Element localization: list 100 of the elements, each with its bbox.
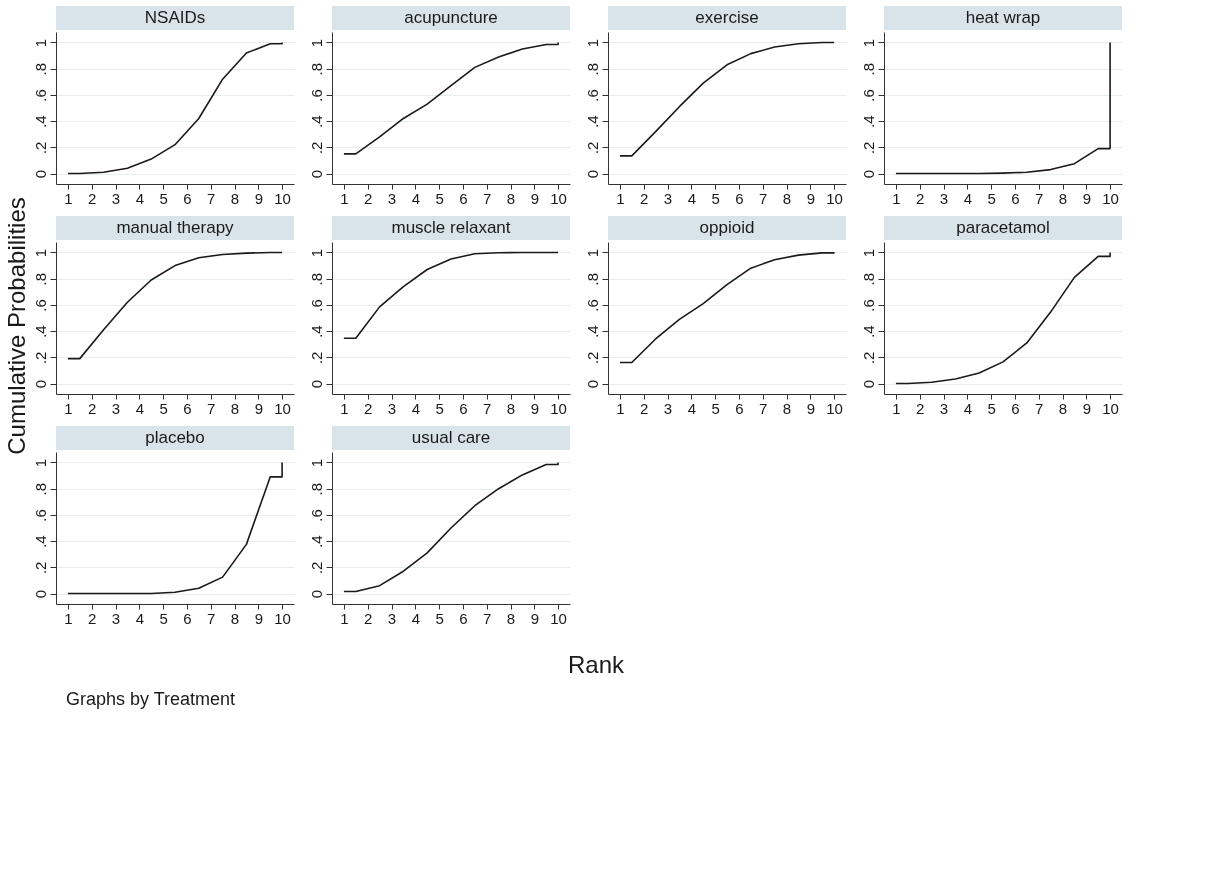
x-tick-label: 2 bbox=[640, 399, 649, 417]
line-series bbox=[895, 251, 1111, 385]
y-tick-label: .4 bbox=[307, 325, 325, 338]
x-tick-label: 8 bbox=[506, 189, 516, 207]
x-tick-label: 6 bbox=[1011, 399, 1020, 417]
text: Graphs by Treatment bbox=[66, 689, 236, 709]
x-tick-label: 5 bbox=[987, 189, 996, 207]
x-tick-label: 4 bbox=[687, 189, 696, 207]
x-tick-label: 1 bbox=[64, 609, 73, 627]
y-tick-label: .8 bbox=[583, 272, 601, 286]
x-tick-label: 10 bbox=[1102, 189, 1119, 207]
x-tick-label: 3 bbox=[111, 609, 121, 627]
x-tick-label: 10 bbox=[550, 609, 567, 627]
y-tick-label: .4 bbox=[859, 115, 877, 128]
y-tick-label: .6 bbox=[31, 89, 49, 102]
x-tick-label: 1 bbox=[616, 189, 625, 207]
y-tick-label: .2 bbox=[307, 141, 325, 155]
x-tick-label: 5 bbox=[159, 189, 168, 207]
x-tick-label: 6 bbox=[183, 609, 192, 627]
x-tick-label: 9 bbox=[1082, 399, 1091, 417]
line-series bbox=[67, 461, 283, 595]
x-tick-label: 8 bbox=[782, 399, 792, 417]
y-tick-label: 1 bbox=[31, 248, 49, 258]
y-tick-label: 1 bbox=[859, 38, 877, 48]
x-tick-label: 3 bbox=[387, 399, 397, 417]
y-tick-label: .2 bbox=[31, 561, 49, 575]
x-tick-label: 7 bbox=[207, 399, 216, 417]
x-tick-label: 1 bbox=[340, 399, 349, 417]
x-tick-label: 4 bbox=[411, 609, 420, 627]
x-tick-label: 6 bbox=[183, 399, 192, 417]
y-tick-label: 1 bbox=[583, 248, 601, 258]
x-tick-label: 10 bbox=[550, 399, 567, 417]
y-tick-label: .4 bbox=[31, 535, 49, 548]
chart-title: placebo bbox=[145, 428, 205, 447]
chart-title: exercise bbox=[695, 8, 759, 27]
line-series bbox=[343, 461, 559, 593]
y-tick-label: .4 bbox=[31, 325, 49, 338]
y-tick-label: .8 bbox=[31, 482, 49, 496]
x-tick-label: 10 bbox=[274, 609, 291, 627]
y-tick-label: 0 bbox=[31, 379, 49, 389]
x-tick-label: 1 bbox=[340, 609, 349, 627]
x-tick-label: 6 bbox=[183, 189, 192, 207]
x-tick-label: 5 bbox=[435, 399, 444, 417]
x-tick-label: 9 bbox=[530, 399, 539, 417]
x-tick-label: 10 bbox=[1102, 399, 1119, 417]
x-tick-label: 4 bbox=[411, 189, 420, 207]
x-tick-label: 2 bbox=[364, 609, 373, 627]
x-tick-label: 1 bbox=[892, 189, 901, 207]
x-tick-label: 8 bbox=[1058, 189, 1068, 207]
chart-title: paracetamol bbox=[956, 218, 1050, 237]
x-tick-label: 3 bbox=[387, 189, 397, 207]
chart-title: acupuncture bbox=[404, 8, 498, 27]
x-tick-label: 2 bbox=[916, 189, 925, 207]
y-tick-label: 0 bbox=[307, 589, 325, 599]
x-tick-label: 4 bbox=[687, 399, 696, 417]
y-tick-label: 1 bbox=[307, 458, 325, 468]
y-tick-label: 0 bbox=[307, 169, 325, 179]
y-tick-label: .6 bbox=[859, 89, 877, 102]
x-tick-label: 2 bbox=[88, 609, 97, 627]
x-tick-label: 3 bbox=[111, 399, 121, 417]
x-tick-label: 9 bbox=[254, 609, 263, 627]
y-tick-label: .4 bbox=[307, 535, 325, 548]
x-tick-label: 2 bbox=[916, 399, 925, 417]
x-tick-label: 10 bbox=[826, 189, 843, 207]
y-tick-label: .6 bbox=[307, 299, 325, 312]
y-tick-label: .8 bbox=[307, 272, 325, 286]
x-tick-label: 2 bbox=[88, 189, 97, 207]
y-tick-label: .4 bbox=[583, 115, 601, 128]
line-series bbox=[619, 41, 835, 157]
x-tick-label: 6 bbox=[459, 189, 468, 207]
y-tick-label: 1 bbox=[307, 248, 325, 258]
line-series bbox=[895, 41, 1111, 175]
chart-title: muscle relaxant bbox=[391, 218, 511, 237]
x-tick-label: 8 bbox=[506, 609, 516, 627]
x-tick-label: 8 bbox=[230, 189, 240, 207]
x-tick-label: 9 bbox=[254, 399, 263, 417]
y-tick-label: 0 bbox=[859, 169, 877, 179]
y-tick-label: .4 bbox=[859, 325, 877, 338]
y-tick-label: .6 bbox=[307, 89, 325, 102]
y-tick-label: .8 bbox=[307, 482, 325, 496]
y-tick-label: .4 bbox=[31, 115, 49, 128]
x-tick-label: 4 bbox=[135, 399, 144, 417]
y-tick-label: 0 bbox=[31, 589, 49, 599]
line-series bbox=[343, 41, 559, 155]
x-tick-label: 7 bbox=[483, 189, 492, 207]
x-tick-label: 2 bbox=[88, 399, 97, 417]
x-tick-label: 2 bbox=[640, 189, 649, 207]
y-tick-label: .8 bbox=[859, 272, 877, 286]
y-axis-title: Cumulative Probabilities bbox=[3, 197, 30, 455]
x-tick-label: 10 bbox=[826, 399, 843, 417]
chart-title: manual therapy bbox=[116, 218, 235, 237]
x-tick-label: 6 bbox=[459, 609, 468, 627]
x-tick-label: 7 bbox=[207, 189, 216, 207]
y-tick-label: .6 bbox=[307, 509, 325, 522]
x-tick-label: 9 bbox=[530, 609, 539, 627]
y-tick-label: .2 bbox=[31, 351, 49, 365]
x-tick-label: 7 bbox=[207, 609, 216, 627]
x-tick-label: 7 bbox=[1035, 399, 1044, 417]
x-tick-label: 1 bbox=[892, 399, 901, 417]
y-tick-label: .8 bbox=[31, 62, 49, 76]
